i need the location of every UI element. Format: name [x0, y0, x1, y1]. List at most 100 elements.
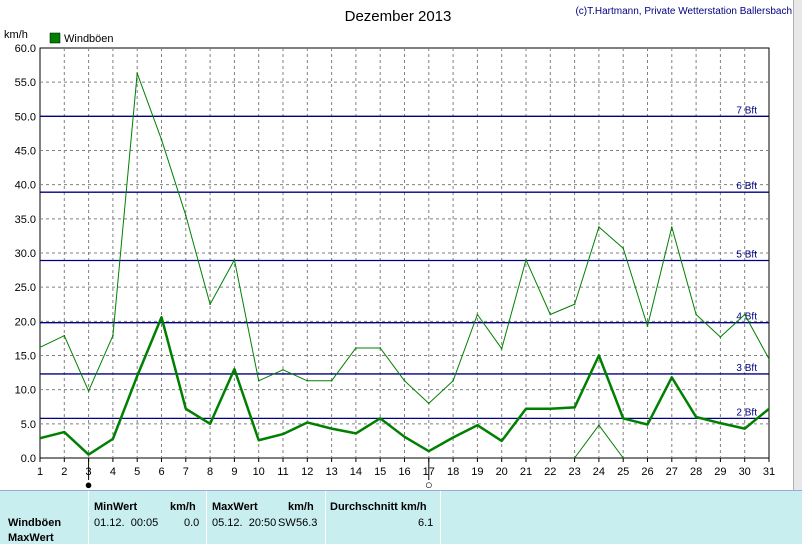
y-tick-label: 0.0 [21, 453, 36, 465]
data-point [330, 427, 333, 430]
bft-label: 2 Bft [736, 407, 757, 418]
data-point [428, 450, 430, 452]
data-point [403, 379, 406, 382]
data-point [573, 303, 576, 306]
data-point [646, 325, 649, 327]
data-point [185, 408, 187, 410]
moon-phase-icon: ● [85, 477, 93, 490]
x-tick-label: 21 [520, 466, 532, 478]
data-point [379, 417, 382, 420]
x-tick-label: 28 [690, 466, 702, 478]
x-tick-label: 29 [714, 466, 726, 478]
x-tick-label: 10 [253, 466, 265, 478]
y-tick-label: 35.0 [15, 214, 36, 226]
data-point [743, 313, 746, 316]
bft-label: 5 Bft [736, 250, 757, 261]
x-tick-label: 20 [496, 466, 508, 478]
y-tick-label: 30.0 [15, 248, 36, 260]
y-tick-label: 25.0 [15, 282, 36, 294]
data-point [768, 408, 770, 410]
x-tick-label: 7 [183, 466, 189, 478]
data-point [257, 439, 260, 442]
x-tick-label: 6 [158, 466, 164, 478]
x-tick-label: 2 [61, 466, 67, 478]
data-point [719, 336, 722, 338]
x-tick-label: 12 [301, 466, 313, 478]
data-point [598, 354, 600, 357]
data-point [330, 379, 333, 382]
data-point [282, 433, 284, 435]
x-tick-label: 5 [134, 466, 140, 478]
data-point [695, 313, 697, 316]
legend-swatch [49, 32, 61, 44]
data-point [743, 427, 746, 430]
y-axis-label: km/h [4, 29, 28, 41]
y-tick-label: 60.0 [15, 43, 36, 55]
x-tick-label: 8 [207, 466, 213, 478]
data-point [39, 346, 41, 349]
data-point [233, 259, 236, 261]
chart-title: Dezember 2013 [345, 8, 452, 25]
x-tick-label: 18 [447, 466, 459, 478]
data-point [136, 72, 138, 75]
credit-text: (c)T.Hartmann, Private Wetterstation Bal… [575, 6, 792, 17]
x-tick-label: 31 [763, 466, 775, 478]
data-point [112, 334, 114, 337]
data-point [500, 440, 503, 442]
stats-panel: Windböen MaxWert MinWert km/h 01.12. 00:… [0, 490, 802, 544]
data-point [209, 303, 211, 306]
data-point [355, 347, 357, 349]
data-point [306, 379, 309, 382]
x-tick-label: 11 [277, 466, 288, 478]
data-point [476, 424, 479, 427]
data-point [87, 453, 90, 456]
max-unit: km/h [288, 501, 314, 513]
y-tick-label: 5.0 [21, 419, 36, 431]
x-tick-label: 9 [231, 466, 237, 478]
x-tick-label: 16 [398, 466, 410, 478]
data-point [549, 408, 552, 410]
x-tick-label: 27 [666, 466, 678, 478]
data-point [112, 438, 114, 440]
data-point [39, 437, 41, 439]
data-point [598, 424, 600, 427]
avg-value: 6.1 [418, 517, 434, 529]
bft-label: 6 Bft [736, 181, 757, 192]
scrollbar-edge[interactable] [793, 0, 802, 490]
wind-gust-chart: Dezember 2013 (c)T.Hartmann, Private Wet… [4, 6, 792, 490]
data-point [185, 214, 187, 217]
y-tick-label: 55.0 [15, 77, 36, 89]
min-unit: km/h [170, 501, 196, 513]
data-point [63, 334, 66, 337]
data-point [87, 390, 90, 392]
y-tick-label: 50.0 [15, 111, 36, 123]
x-tick-label: 30 [739, 466, 751, 478]
data-point [525, 408, 527, 410]
x-tick-label: 23 [568, 466, 580, 478]
x-tick-label: 25 [617, 466, 629, 478]
data-point [598, 226, 600, 228]
data-point [476, 313, 479, 316]
data-point [622, 247, 624, 250]
x-tick-label: 13 [325, 466, 337, 478]
stats-row-label-maxwert: MaxWert [8, 532, 54, 544]
data-point [549, 313, 552, 316]
data-point [257, 379, 260, 382]
data-point [671, 226, 673, 228]
data-point [719, 422, 722, 424]
data-point [573, 406, 576, 409]
y-tick-label: 45.0 [15, 146, 36, 158]
x-tick-label: 26 [641, 466, 653, 478]
x-tick-label: 15 [374, 466, 386, 478]
data-point [695, 416, 697, 418]
max-header: MaxWert [212, 501, 258, 513]
data-point [306, 421, 309, 424]
data-point [768, 358, 770, 360]
data-point [452, 379, 454, 382]
y-tick-label: 15.0 [15, 351, 36, 363]
x-tick-label: 22 [544, 466, 556, 478]
data-point [209, 423, 211, 425]
min-header: MinWert [94, 501, 138, 513]
data-point [355, 432, 357, 435]
bft-label: 7 Bft [736, 105, 757, 116]
